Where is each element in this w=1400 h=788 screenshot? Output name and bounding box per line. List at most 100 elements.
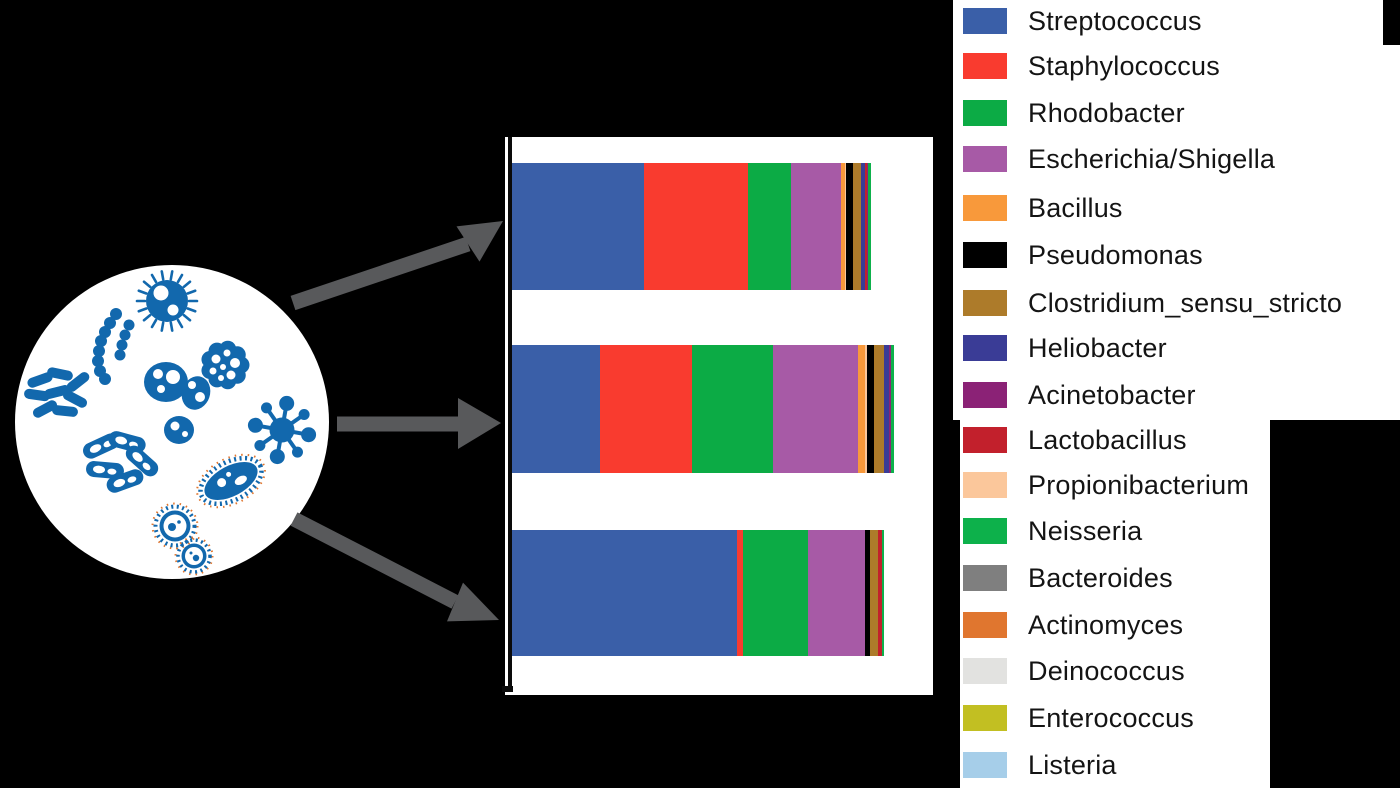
legend-item-Escherichia/Shigella: Escherichia/Shigella [963,143,1276,174]
bar-segment-Propionibacterium [865,345,868,473]
legend-label: Deinococcus [1028,655,1185,686]
legend-swatch [963,335,1007,361]
bar-segment-Streptococcus [512,345,600,473]
bar-segment-Propionibacterium [845,163,847,290]
bar-segment-Escherichia/Shigella [790,163,841,290]
legend-item-Staphylococcus: Staphylococcus [963,50,1220,81]
legend-label: Neisseria [1028,515,1143,546]
legend-label: Heliobacter [1028,332,1167,363]
legend-label: Streptococcus [1028,5,1202,36]
legend-panel-top [953,0,1383,420]
bar-segment-Pseudomonas [846,163,854,290]
bar-segment-Streptococcus [512,163,644,290]
bar-segment-Neisseria [882,530,884,656]
legend-label: Actinomyces [1028,609,1184,640]
bar-segment-Rhodobacter [747,163,791,290]
stacked-bar-sample-top [512,163,871,290]
legend-item-Rhodobacter: Rhodobacter [963,97,1185,128]
bar-segment-Neisseria [890,345,895,473]
bar-segment-Clostridium_sensu_stricto [869,530,879,656]
petri-dish-circle [15,265,329,579]
legend-label: Lactobacillus [1028,424,1187,455]
legend-swatch [963,427,1007,453]
legend-label: Bacteroides [1028,562,1173,593]
legend-swatch [963,100,1007,126]
capsule-bacteria-icon [83,431,159,493]
bar-segment-Streptococcus [512,530,738,656]
staphylococcus-cluster-icon [201,340,250,390]
stacked-bar-sample-bottom [512,530,884,656]
legend-swatch [963,565,1007,591]
legend-swatch [963,382,1007,408]
legend-item-Neisseria: Neisseria [963,515,1143,546]
legend-swatch [963,705,1007,731]
bar-segment-Staphylococcus [737,530,744,656]
bar-segment-Neisseria [868,163,871,290]
legend-item-Acinetobacter: Acinetobacter [963,379,1196,410]
legend-label: Escherichia/Shigella [1028,143,1276,174]
legend-item-Pseudomonas: Pseudomonas [963,239,1203,270]
legend-item-Listeria: Listeria [963,749,1117,780]
bar-segment-Heliobacter [884,345,890,473]
legend-item-Heliobacter: Heliobacter [963,332,1167,363]
legend-item-Bacillus: Bacillus [963,192,1123,223]
bar-segment-Rhodobacter [743,530,809,656]
legend-label: Enterococcus [1028,702,1194,733]
bar-segment-Acinetobacter [867,163,869,290]
ciliate-icon [196,453,266,509]
axis-tick [502,686,513,692]
bar-segment-Pseudomonas [865,530,870,656]
legend-item-Propionibacterium: Propionibacterium [963,469,1250,500]
legend-swatch [963,195,1007,221]
bar-segment-Acinetobacter [889,345,891,473]
legend-swatch [963,752,1007,778]
bar-segment-Pseudomonas [867,345,875,473]
legend-swatch [963,53,1007,79]
bar-segment-Rhodobacter [692,345,774,473]
stacked-bar-sample-middle [512,345,895,473]
legend-label: Pseudomonas [1028,239,1203,270]
bar-segment-Staphylococcus [643,163,748,290]
legend-label: Propionibacterium [1028,469,1250,500]
legend-swatch [963,242,1007,268]
legend-swatch [963,290,1007,316]
bar-segment-Escherichia/Shigella [773,345,859,473]
microbes-illustration [24,270,317,576]
legend-panel-bottom [960,420,1270,788]
y-axis-line [508,137,512,688]
legend-label: Staphylococcus [1028,50,1220,81]
arrow-top-icon [290,221,503,311]
legend-label: Rhodobacter [1028,97,1185,128]
legend-item-Enterococcus: Enterococcus [963,702,1194,733]
ciliated-cocci-icon [151,502,214,576]
legend-label: Bacillus [1028,192,1123,223]
bar-segment-Clostridium_sensu_stricto [853,163,861,290]
legend-swatch [963,518,1007,544]
legend-label: Acinetobacter [1028,379,1196,410]
bacilli-rods-icon [24,367,90,418]
arrow-middle-icon [337,398,501,449]
legend-swatch [963,8,1007,34]
spiky-coccus-icon [135,270,199,332]
legend-label: Listeria [1028,749,1117,780]
bar-segment-Lactobacillus [864,163,868,290]
bar-segment-Heliobacter [860,163,865,290]
legend-swatch [963,472,1007,498]
legend-swatch [963,658,1007,684]
legend-item-Streptococcus: Streptococcus [963,5,1202,36]
legend-item-Bacteroides: Bacteroides [963,562,1173,593]
arrow-bottom-icon [290,512,499,622]
legend-item-Deinococcus: Deinococcus [963,655,1185,686]
legend-swatch [963,612,1007,638]
legend-label: Clostridium_sensu_stricto [1028,287,1343,318]
legend-swatch [963,146,1007,172]
streptococcus-chain-icon [92,308,135,385]
bar-segment-Bacillus [840,163,846,290]
legend-item-Clostridium_sensu_stricto: Clostridium_sensu_stricto [963,287,1343,318]
bar-segment-Staphylococcus [599,345,693,473]
legend-panel-extension [1383,45,1400,420]
bar-segment-Escherichia/Shigella [808,530,866,656]
amoeboid-cells-icon [144,362,211,444]
